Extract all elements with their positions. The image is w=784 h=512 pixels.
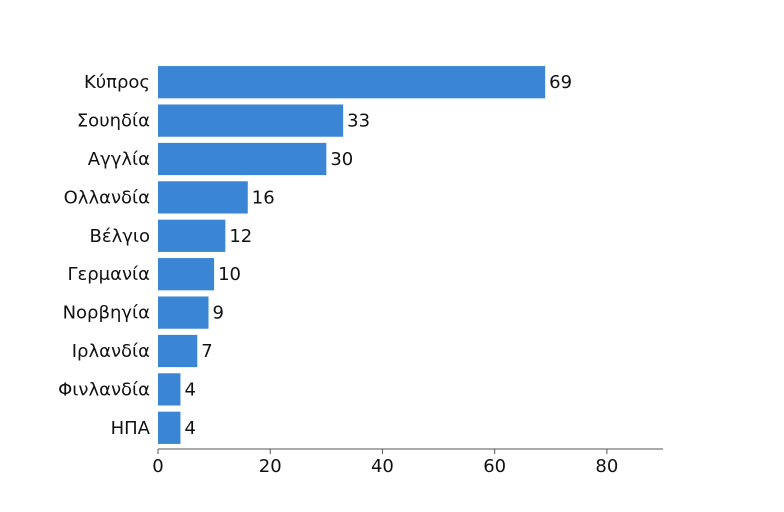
x-tick-label: 80 (595, 456, 618, 477)
y-tick-label: Νορβηγία (63, 303, 150, 324)
y-tick-label: Φινλανδία (58, 379, 150, 400)
x-tick-label: 20 (259, 456, 282, 477)
y-tick-label: Βέλγιο (90, 226, 151, 247)
value-label: 16 (252, 187, 275, 208)
bar (158, 258, 215, 291)
bar (158, 142, 327, 176)
value-label: 4 (184, 379, 195, 400)
y-tick-label: ΗΠΑ (111, 418, 151, 439)
y-tick-label: Γερμανία (67, 264, 150, 285)
bar (158, 66, 546, 99)
value-label: 4 (184, 418, 195, 439)
y-tick-label: Αγγλία (88, 149, 150, 170)
y-tick-label: Σουηδία (77, 111, 150, 132)
value-label: 33 (347, 111, 370, 132)
y-tick-label: Ιρλανδία (72, 341, 150, 362)
x-tick-label: 40 (371, 456, 394, 477)
bar (158, 104, 344, 137)
bar (158, 334, 198, 368)
value-label: 69 (549, 72, 572, 93)
bar (158, 296, 209, 329)
x-tick-label: 60 (483, 456, 506, 477)
y-tick-label: Κύπρος (84, 72, 150, 93)
x-tick-label: 0 (152, 456, 163, 477)
value-label: 9 (213, 303, 224, 324)
bar (158, 181, 248, 214)
value-label: 10 (218, 264, 241, 285)
y-tick-label: Ολλανδία (64, 187, 150, 208)
value-label: 30 (330, 149, 353, 170)
bar (158, 411, 181, 444)
value-label: 7 (201, 341, 212, 362)
bar (158, 373, 181, 406)
bar (158, 219, 226, 252)
value-label: 12 (229, 226, 252, 247)
